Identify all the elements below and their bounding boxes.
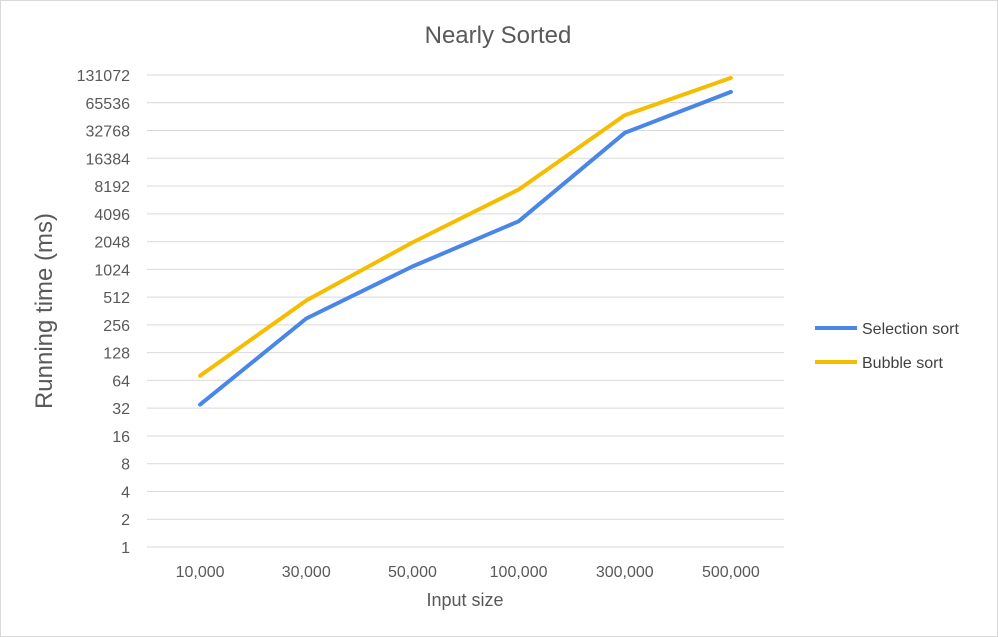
x-tick-label: 10,000 [176, 564, 225, 581]
y-tick-label: 2 [121, 512, 130, 529]
x-tick-label: 30,000 [282, 564, 331, 581]
y-tick-label: 1024 [94, 262, 130, 279]
y-tick-label: 1 [121, 540, 130, 557]
x-tick-label: 500,000 [702, 564, 760, 581]
y-tick-label: 256 [103, 318, 130, 335]
y-axis-label: Running time (ms) [31, 213, 58, 409]
x-tick-label: 300,000 [596, 564, 654, 581]
series-line-selection-sort [198, 89, 733, 407]
y-tick-label: 4096 [94, 207, 130, 224]
y-tick-label: 4 [121, 484, 130, 501]
y-tick-label: 16 [112, 429, 130, 446]
y-tick-label: 8192 [94, 179, 130, 196]
y-tick-label: 131072 [77, 68, 130, 85]
x-tick-label: 100,000 [490, 564, 548, 581]
legend-label-bubble-sort: Bubble sort [862, 355, 943, 372]
legend: Selection sort Bubble sort [815, 321, 959, 372]
y-tick-labels: 1 2 4 8 16 32 64 128 256 512 1024 2048 4096 8192 16384… [77, 68, 130, 557]
x-axis-label: Input size [426, 590, 503, 610]
y-tick-label: 32768 [86, 124, 131, 141]
y-tick-label: 64 [112, 373, 130, 390]
chart-title: Nearly Sorted [425, 22, 572, 49]
x-tick-label: 50,000 [388, 564, 437, 581]
y-tick-label: 512 [103, 290, 130, 307]
y-tick-label: 2048 [94, 235, 130, 252]
y-tick-label: 128 [103, 346, 130, 363]
x-tick-labels: 10,000 30,000 50,000 100,000 300,000 500,000 [176, 564, 760, 581]
y-tick-label: 32 [112, 401, 130, 418]
series-line-bubble-sort [198, 75, 733, 378]
gridlines [147, 74, 784, 548]
y-tick-label: 8 [121, 457, 130, 474]
y-tick-label: 65536 [86, 96, 131, 113]
series-lines [198, 75, 733, 407]
y-tick-label: 16384 [86, 151, 131, 168]
legend-label-selection-sort: Selection sort [862, 321, 959, 338]
